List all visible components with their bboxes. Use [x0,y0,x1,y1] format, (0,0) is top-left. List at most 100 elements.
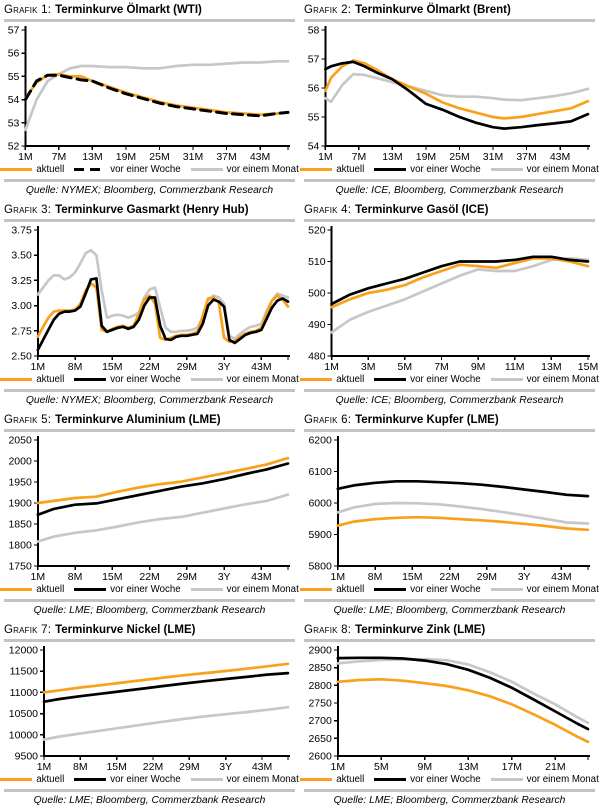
svg-text:1M: 1M [37,761,52,773]
legend-label: vor einer Woche [110,774,181,785]
svg-text:6200: 6200 [308,435,332,447]
svg-text:3Y: 3Y [219,761,232,773]
svg-text:56: 56 [308,83,320,95]
line-chart-nickel: 9500 10000 10500 11000 11500 12000 1M 8M 15M 22M 2… [9,645,290,773]
chart-panel-brent: Grafik 2: Terminkurve Ölmarkt (Brent) 54… [300,0,600,200]
svg-text:15M: 15M [102,571,122,583]
svg-text:5M: 5M [374,761,389,773]
divider [304,179,595,182]
chart-header: Grafik 2: Terminkurve Ölmarkt (Brent) [304,3,595,17]
legend-item: aktuell [0,774,64,785]
chart-panel-zink: Grafik 8: Terminkurve Zink (LME) 2600 265… [300,620,600,810]
chart-header: Grafik 8: Terminkurve Zink (LME) [304,623,595,637]
legend-label: aktuell [36,774,65,785]
svg-text:17M: 17M [502,761,522,773]
legend-item: vor einer Woche [74,774,181,785]
legend-label: aktuell [36,584,65,595]
chart-title: Terminkurve Aluminium (LME) [55,414,221,426]
legend-line-swatch [190,168,223,171]
svg-text:43M: 43M [252,761,272,773]
chart-label: Grafik 3: [4,204,52,216]
chart-legend: aktuell vor einer Woche vor einem Monat [300,582,599,597]
chart-title: Terminkurve Zink (LME) [355,624,486,636]
chart-source: Quelle: ICE; Bloomberg, Commerzbank Rese… [335,395,564,406]
svg-text:510: 510 [308,256,326,268]
divider [4,789,295,792]
chart-title: Terminkurve Ölmarkt (WTI) [55,4,202,16]
svg-text:3M: 3M [361,361,376,373]
chart-label: Grafik 1: [4,4,52,16]
svg-text:22M: 22M [139,571,159,583]
chart-title: Terminkurve Kupfer (LME) [355,414,499,426]
svg-text:15M: 15M [578,361,598,373]
legend-label: aktuell [36,164,65,175]
svg-text:37M: 37M [516,151,536,163]
svg-text:2700: 2700 [308,715,332,727]
legend-line-swatch [374,168,407,171]
svg-text:3.75: 3.75 [11,225,32,237]
svg-text:29M: 29M [179,761,199,773]
legend-item: vor einer Woche [374,774,481,785]
divider [304,19,595,22]
legend-label: vor einem Monat [226,774,299,785]
svg-text:15M: 15M [106,761,126,773]
svg-text:2600: 2600 [308,751,332,763]
legend-label: vor einer Woche [110,584,181,595]
chart-title: Terminkurve Nickel (LME) [55,624,196,636]
legend-item: aktuell [300,584,364,595]
legend-line-swatch [490,168,523,171]
legend-line-swatch [0,378,33,381]
chart-title: Terminkurve Gasöl (ICE) [355,204,489,216]
legend-line-swatch [374,378,407,381]
svg-text:1M: 1M [324,361,339,373]
svg-text:5M: 5M [398,361,413,373]
legend-line-swatch [490,778,523,781]
svg-text:1750: 1750 [8,561,32,573]
svg-text:1850: 1850 [8,519,32,531]
chart-legend: aktuell vor einer Woche vor einem Monat [0,772,299,787]
divider [4,599,295,602]
legend-label: aktuell [336,374,365,385]
chart-legend: aktuell vor einer Woche vor einem Monat [300,162,599,177]
svg-text:2850: 2850 [308,662,332,674]
legend-label: vor einem Monat [526,164,599,175]
legend-item: vor einem Monat [490,584,599,595]
svg-text:29M: 29M [177,571,197,583]
svg-text:5900: 5900 [308,529,332,541]
chart-legend: aktuell vor einer Woche vor einem Monat [300,772,599,787]
legend-item: aktuell [300,374,364,385]
svg-text:43M: 43M [550,151,570,163]
chart-panel-wti: Grafik 1: Terminkurve Ölmarkt (WTI) 52 53… [0,0,300,200]
svg-text:31M: 31M [483,151,503,163]
svg-text:29M: 29M [177,361,197,373]
chart-header: Grafik 5: Terminkurve Aluminium (LME) [4,413,295,427]
chart-source: Quelle: LME; Bloomberg, Commerzbank Rese… [33,795,266,806]
chart-label: Grafik 5: [4,414,52,426]
svg-text:53: 53 [8,117,20,129]
divider [304,789,595,792]
svg-text:2900: 2900 [308,645,332,657]
svg-text:9500: 9500 [15,751,39,763]
legend-item: vor einer Woche [74,164,181,175]
legend-item: vor einem Monat [490,164,599,175]
legend-label: vor einem Monat [526,774,599,785]
svg-text:2050: 2050 [8,435,32,447]
chart-label: Grafik 6: [304,414,352,426]
chart-label: Grafik 7: [4,624,52,636]
legend-line-swatch [300,778,333,781]
svg-text:9M: 9M [418,761,433,773]
line-chart-gasoil: 480 490 500 510 520 1M 3M 5M 7M 9M 11M 13M 15M [308,225,598,374]
svg-text:3Y: 3Y [218,361,231,373]
svg-text:19M: 19M [416,151,436,163]
svg-text:43M: 43M [551,571,571,583]
svg-text:11M: 11M [505,361,525,373]
svg-text:6000: 6000 [308,498,332,510]
legend-item: vor einer Woche [374,584,481,595]
svg-text:55: 55 [8,71,20,83]
svg-text:1800: 1800 [8,540,32,552]
svg-text:15M: 15M [402,571,422,583]
legend-label: vor einer Woche [410,584,481,595]
chart-source: Quelle: LME; Bloomberg, Commerzbank Rese… [33,605,266,616]
legend-line-swatch [74,778,107,781]
